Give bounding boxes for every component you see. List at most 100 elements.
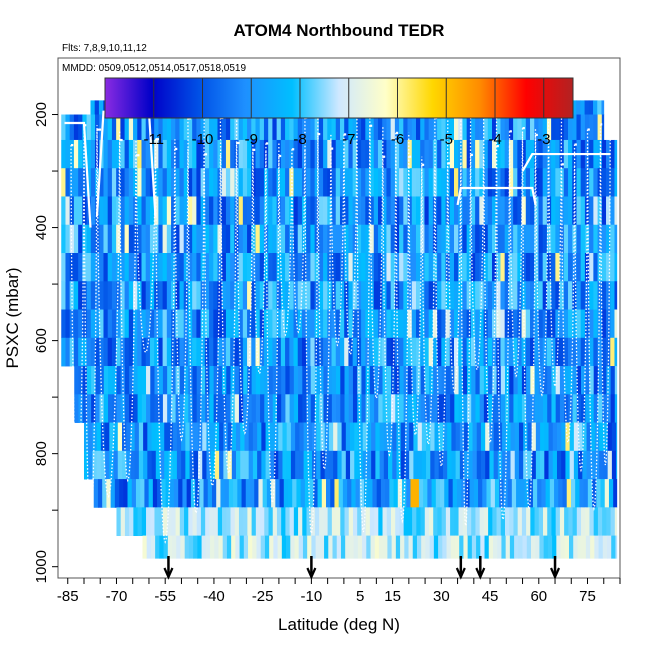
heatmap-cell	[404, 422, 410, 452]
heatmap-cell	[314, 394, 320, 423]
heatmap-cell	[100, 422, 106, 452]
heatmap-cell	[133, 168, 138, 197]
heatmap-cell	[599, 450, 604, 480]
heatmap-cell	[428, 253, 434, 282]
heatmap-cell	[514, 450, 520, 480]
heatmap-cell	[492, 196, 497, 226]
heatmap-cell	[146, 535, 152, 559]
heatmap-cell	[500, 281, 506, 310]
heatmap-cell	[496, 507, 502, 537]
heatmap-cell	[114, 479, 120, 508]
heatmap-cell	[508, 114, 514, 141]
heatmap-cell	[531, 450, 537, 480]
heatmap-cell	[599, 422, 604, 452]
heatmap-cell	[556, 535, 561, 559]
heatmap-cell	[359, 479, 365, 508]
heatmap-cell	[217, 168, 223, 197]
heatmap-cell	[399, 394, 405, 423]
heatmap-cell	[611, 535, 616, 559]
heatmap-cell	[415, 253, 421, 282]
heatmap-cell	[124, 196, 130, 226]
heatmap-cell	[276, 394, 282, 423]
heatmap-cell	[568, 366, 573, 395]
heatmap-cell	[565, 450, 571, 480]
heatmap-cell	[369, 114, 375, 141]
heatmap-cell	[387, 535, 393, 559]
heatmap-cell	[597, 507, 603, 537]
heatmap-cell	[276, 309, 282, 339]
heatmap-cell	[482, 479, 487, 508]
heatmap-cell	[88, 422, 93, 452]
flight-profiles	[64, 110, 611, 544]
heatmap-cell	[559, 253, 565, 282]
heatmap-cell	[247, 139, 252, 169]
heatmap-cell	[597, 168, 603, 197]
heatmap-cell	[393, 479, 399, 508]
colorbar-tick-label: -6	[391, 131, 404, 148]
heatmap-cell	[192, 366, 198, 395]
heatmap-cell	[179, 224, 185, 254]
heatmap-cell	[352, 337, 358, 367]
heatmap-cell	[522, 535, 528, 559]
heatmap-cell	[162, 337, 168, 367]
heatmap-cell	[487, 224, 493, 254]
heatmap-cell	[86, 168, 92, 197]
heatmap-cell	[331, 114, 337, 141]
heatmap-cell	[437, 281, 442, 310]
heatmap-cell	[318, 337, 324, 367]
y-axis-tick-label: 400	[33, 215, 50, 240]
heatmap-cell	[580, 309, 586, 339]
heatmap-cell	[301, 337, 307, 367]
heatmap-cell	[309, 479, 314, 508]
heatmap-cell	[331, 337, 337, 367]
heatmap-cell	[281, 366, 286, 395]
heatmap-cell	[259, 114, 265, 141]
heatmap-cell	[158, 224, 164, 254]
heatmap-cell	[369, 394, 375, 423]
heatmap-cell	[543, 394, 548, 423]
heatmap-cell	[345, 535, 350, 559]
x-axis: -85 -70 -55 -40 -25 -10 5 15 30 45 60 75	[57, 578, 621, 605]
heatmap-cell	[252, 535, 257, 559]
heatmap-cell	[113, 422, 119, 452]
heatmap-cell	[394, 139, 400, 169]
heatmap-cell	[361, 309, 366, 339]
heatmap-cell	[234, 309, 240, 339]
heatmap-cell	[589, 168, 594, 197]
heatmap-cell	[386, 309, 392, 339]
heatmap-cell	[407, 366, 413, 395]
heatmap-cell	[268, 309, 273, 339]
x-axis-tick-label: -55	[154, 588, 176, 605]
heatmap-cell	[238, 168, 244, 197]
heatmap-cell	[162, 114, 168, 141]
heatmap-cell	[222, 507, 227, 537]
heatmap-cell	[445, 394, 451, 423]
heatmap-cell	[441, 224, 446, 254]
heatmap-cell	[566, 479, 572, 508]
heatmap-cell	[539, 535, 545, 559]
heatmap-cell	[137, 337, 142, 367]
heatmap-cell	[408, 535, 414, 559]
heatmap-cell	[479, 139, 484, 169]
heatmap-cell	[289, 168, 294, 197]
heatmap-cell	[293, 309, 299, 339]
heatmap-cell	[407, 196, 413, 226]
heatmap-cell	[327, 394, 333, 423]
heatmap-cell	[597, 366, 603, 395]
heatmap-cell	[480, 535, 485, 559]
heatmap-cell	[449, 224, 455, 254]
heatmap-cell	[244, 450, 250, 480]
heatmap-cell	[301, 224, 307, 254]
heatmap-cell	[147, 422, 152, 452]
heatmap-cell	[407, 337, 413, 367]
heatmap-cell	[356, 253, 362, 282]
heatmap-cell	[390, 253, 396, 282]
heatmap-cell	[420, 394, 426, 423]
heatmap-cell	[116, 139, 121, 169]
heatmap-cell	[569, 422, 575, 452]
heatmap-cell	[541, 479, 547, 508]
heatmap-cell	[390, 168, 396, 197]
heatmap-cell	[584, 309, 590, 339]
heatmap-cell	[302, 507, 307, 537]
heatmap-cell	[555, 281, 560, 310]
